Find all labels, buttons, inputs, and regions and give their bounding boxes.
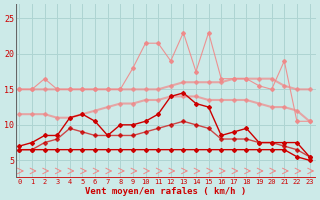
X-axis label: Vent moyen/en rafales ( km/h ): Vent moyen/en rafales ( km/h ) xyxy=(85,187,246,196)
